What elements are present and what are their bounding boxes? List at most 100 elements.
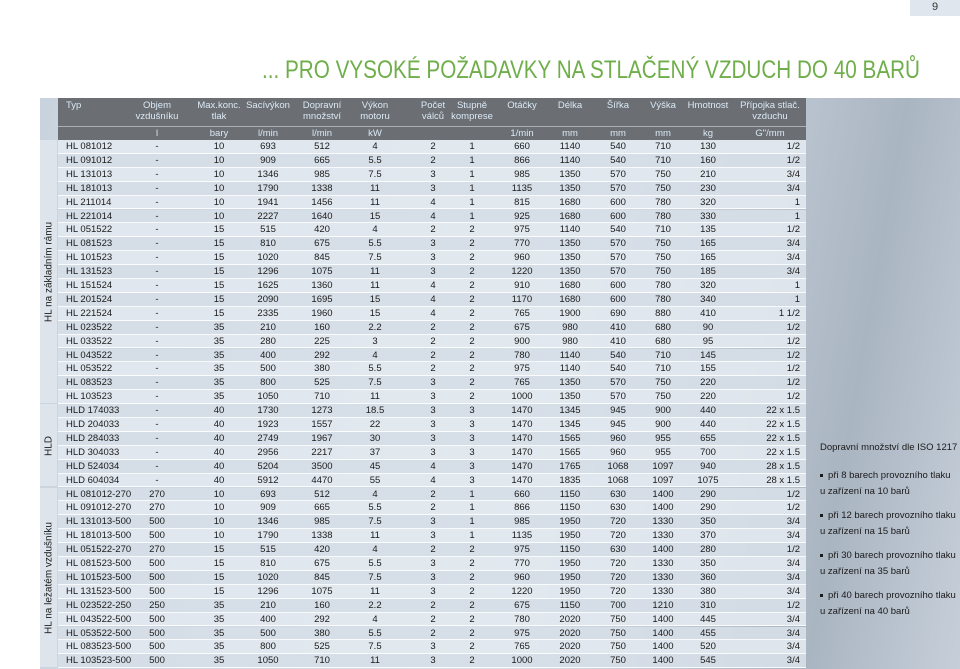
column-unit: bary: [209, 128, 229, 139]
table-cell: 2020: [559, 641, 581, 653]
column-unit: mm: [655, 128, 671, 139]
table-cell: 5.5: [368, 627, 382, 639]
table-row: [58, 584, 806, 599]
table-cell: 765: [514, 641, 530, 653]
table-cell: 866: [514, 502, 530, 514]
table-cell: 1400: [652, 627, 674, 639]
table-cell: 3/4: [786, 627, 800, 639]
table-cell: 330: [700, 210, 716, 222]
column-header: Otáčky: [507, 100, 537, 111]
table-cell: HL 043522-500: [66, 613, 132, 625]
table-cell: 350: [700, 558, 716, 569]
table-cell: 1: [469, 516, 475, 528]
table-cell: 2: [430, 349, 436, 361]
table-cell: 5204: [257, 460, 279, 472]
table-cell: 2: [469, 266, 475, 278]
table-cell: 1: [469, 210, 475, 222]
table-row: [58, 153, 806, 168]
table-cell: 2: [469, 558, 475, 569]
table-cell: 1400: [652, 655, 674, 667]
table-cell: HL 043522: [66, 349, 113, 361]
table-cell: 210: [700, 168, 716, 180]
table-cell: 810: [260, 238, 276, 250]
table-cell: 4: [430, 280, 436, 291]
table-cell: 570: [610, 377, 626, 389]
table-cell: 945: [610, 405, 626, 417]
table-cell: 720: [610, 558, 626, 569]
table-cell: 1680: [559, 293, 581, 305]
table-cell: 660: [514, 141, 530, 152]
table-cell: 3: [469, 460, 475, 472]
table-cell: 1/2: [786, 335, 800, 347]
table-cell: 5.5: [368, 502, 382, 514]
column-header: Max.konc.: [197, 100, 241, 111]
table-cell: 750: [655, 391, 671, 403]
table-header: [58, 98, 806, 140]
table-cell: 210: [260, 599, 276, 611]
column-header: Výška: [650, 100, 676, 111]
table-cell: 4: [430, 210, 436, 222]
table-cell: 15: [213, 293, 225, 305]
table-cell: -: [155, 238, 159, 250]
column-header: Počet: [420, 100, 446, 111]
column-unit: mm: [610, 128, 626, 139]
table-cell: HL 083523: [66, 377, 113, 389]
table-cell: 2: [469, 349, 475, 361]
table-cell: 515: [260, 224, 276, 236]
table-cell: 750: [610, 613, 626, 625]
table-cell: 1765: [559, 460, 581, 472]
table-cell: 1565: [559, 446, 581, 458]
table-row: [58, 223, 806, 238]
table-cell: 15: [213, 544, 225, 556]
table-cell: 710: [314, 655, 330, 667]
table-cell: 4: [430, 460, 436, 472]
table-cell: HL 053522-500: [66, 627, 132, 639]
table-row: [58, 251, 806, 266]
table-cell: 1350: [559, 377, 581, 389]
table-cell: -: [155, 224, 159, 236]
table-cell: 540: [610, 224, 626, 236]
table-cell: 750: [655, 238, 671, 250]
table-cell: 35: [213, 335, 225, 347]
table-cell: HL 181013: [66, 182, 113, 194]
table-cell: 880: [655, 307, 671, 319]
table-cell: 955: [655, 446, 671, 458]
table-cell: 1273: [311, 405, 333, 417]
table-cell: 780: [655, 280, 671, 291]
table-cell: 693: [260, 488, 276, 500]
table-cell: 910: [514, 280, 530, 291]
table-cell: 1330: [652, 530, 674, 542]
table-row: [58, 529, 806, 544]
table-cell: 2: [430, 335, 436, 347]
table-row: [58, 418, 806, 432]
table-cell: 845: [314, 252, 330, 264]
table-cell: 35: [213, 641, 225, 653]
table-cell: 1350: [559, 391, 581, 403]
table-cell: 10: [213, 502, 225, 514]
table-cell: 2: [469, 655, 475, 667]
column-header: Dopravní: [302, 100, 342, 111]
note-text: u zařízení na 15 barů: [820, 526, 910, 537]
table-cell: 1: [469, 530, 475, 542]
bullet: [820, 474, 823, 477]
table-cell: 500: [149, 655, 165, 667]
table-cell: 4: [372, 224, 378, 236]
table-cell: 2: [469, 335, 475, 347]
table-cell: 960: [610, 432, 626, 444]
table-cell: 1/2: [786, 391, 800, 403]
table-cell: 2: [430, 363, 436, 375]
table-cell: 10: [213, 154, 225, 166]
table-cell: 545: [700, 655, 716, 667]
table-cell: 10: [213, 168, 225, 180]
table-cell: 11: [370, 182, 380, 194]
table-cell: -: [155, 349, 159, 361]
column-unit: 1/min: [510, 128, 534, 139]
table-cell: 960: [514, 571, 530, 583]
table-cell: 155: [700, 363, 716, 375]
table-row: [58, 626, 806, 641]
table-cell: 1/2: [786, 141, 800, 152]
table-cell: 1/2: [786, 321, 800, 333]
table-cell: 710: [655, 349, 671, 361]
table-cell: 95: [702, 335, 714, 347]
table-cell: 3: [469, 432, 475, 444]
